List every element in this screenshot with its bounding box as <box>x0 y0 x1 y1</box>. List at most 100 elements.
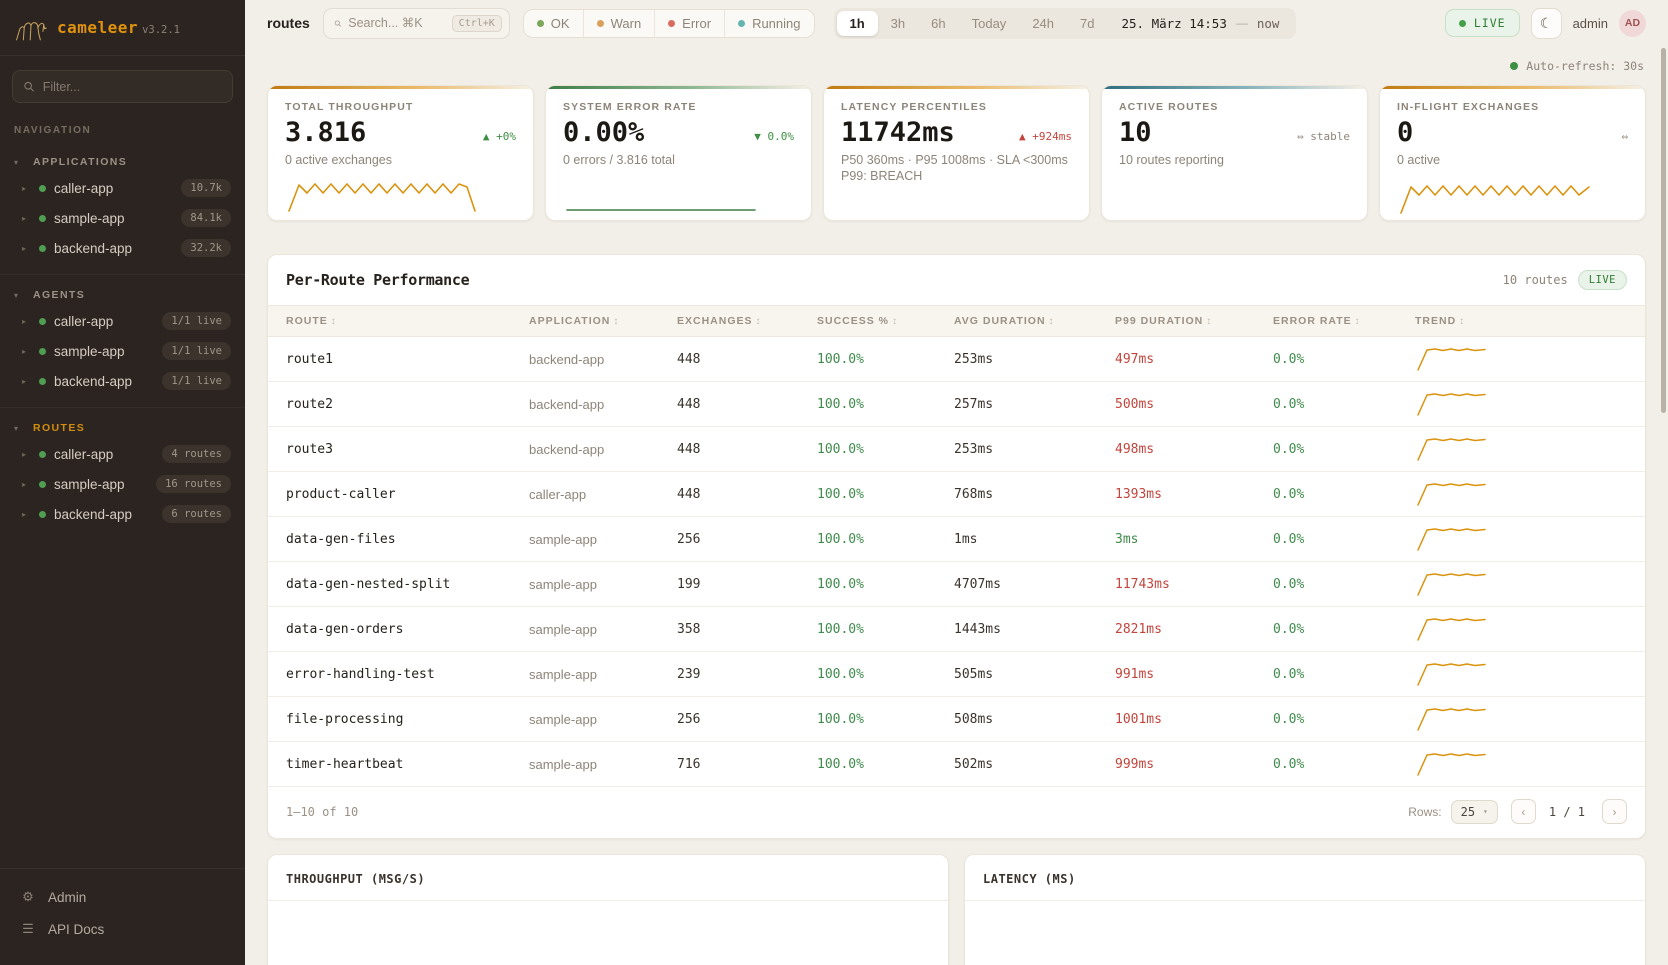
breadcrumb: routes <box>267 15 310 31</box>
refresh-dot <box>1510 62 1519 70</box>
chevron-down-icon: ▾ <box>14 290 19 300</box>
chevron-right-icon: ▸ <box>22 376 27 386</box>
error-rate-value: 0.0% <box>1273 396 1305 412</box>
item-label: backend-app <box>54 373 133 389</box>
table-row[interactable]: route2 backend-app 448 100.0% 257ms 500m… <box>268 382 1645 427</box>
auto-refresh-label: Auto-refresh: 30s <box>1526 59 1644 73</box>
table-row[interactable]: error-handling-test sample-app 239 100.0… <box>268 652 1645 697</box>
inflight-sparkline <box>1400 185 1590 214</box>
gear-icon: ⚙ <box>22 889 34 904</box>
sidebar-item-routes-backend[interactable]: ▸ backend-app 6 routes <box>8 500 237 528</box>
date-from: 25. März 14:53 <box>1121 15 1227 31</box>
application-name: backend-app <box>529 441 605 457</box>
sidebar-item-agent-caller[interactable]: ▸ caller-app 1/1 live <box>8 307 237 335</box>
success-value: 100.0% <box>817 531 864 547</box>
table-row[interactable]: timer-heartbeat sample-app 716 100.0% 50… <box>268 742 1645 787</box>
error-rate-value: 0.0% <box>1273 621 1305 637</box>
table-row[interactable]: data-gen-nested-split sample-app 199 100… <box>268 562 1645 607</box>
logo-row[interactable]: cameleer v3.2.1 <box>0 0 245 56</box>
sidebar-filter[interactable] <box>12 70 233 103</box>
sidebar-item-app-sample[interactable]: ▸ sample-app 84.1k <box>8 204 237 232</box>
panel-header: Per-Route Performance 10 routes LIVE <box>268 255 1645 305</box>
time-range-today[interactable]: Today <box>971 15 1007 31</box>
time-range-7d[interactable]: 7d <box>1080 15 1095 31</box>
filter-chip-ok[interactable]: OK <box>524 10 583 37</box>
date-range-display[interactable]: 25. März 14:53 — now <box>1107 11 1293 36</box>
application-name: sample-app <box>529 531 597 547</box>
kpi-card-error-rate[interactable]: SYSTEM ERROR RATE 0.00% ▼ 0.0% 0 errors … <box>545 85 812 221</box>
sidebar-item-agent-sample[interactable]: ▸ sample-app 1/1 live <box>8 337 237 365</box>
filter-input[interactable] <box>42 79 222 94</box>
table-row[interactable]: data-gen-files sample-app 256 100.0% 1ms… <box>268 517 1645 562</box>
sidebar-item-admin[interactable]: ⚙ Admin <box>14 881 231 913</box>
sidebar-item-api-docs[interactable]: ☰ API Docs <box>14 913 231 945</box>
kpi-card-latency-percentiles[interactable]: LATENCY PERCENTILES 11742ms ▲ +924ms P50… <box>823 85 1090 221</box>
sidebar-item-routes-sample[interactable]: ▸ sample-app 16 routes <box>8 470 237 498</box>
rows-per-page-select[interactable]: 25 ▾ <box>1450 799 1498 824</box>
filter-label: Error <box>682 15 712 31</box>
chevron-right-icon: ▸ <box>22 316 27 326</box>
next-page-button[interactable]: › <box>1602 799 1627 824</box>
exchanges-value: 358 <box>677 621 701 637</box>
section-header-routes[interactable]: ▾ ROUTES <box>8 418 237 438</box>
table-row[interactable]: product-caller caller-app 448 100.0% 768… <box>268 472 1645 517</box>
time-range-3h[interactable]: 3h <box>890 15 906 31</box>
sidebar-item-app-backend[interactable]: ▸ backend-app 32.2k <box>8 234 237 262</box>
sidebar-section-applications: ▾ APPLICATIONS ▸ caller-app 10.7k ▸ samp… <box>0 142 245 274</box>
sidebar-item-app-caller[interactable]: ▸ caller-app 10.7k <box>8 174 237 202</box>
filter-chip-warn[interactable]: Warn <box>582 9 655 37</box>
table-row[interactable]: route1 backend-app 448 100.0% 253ms 497m… <box>268 337 1645 382</box>
topbar: routes Ctrl+K OK Warn Error Ru <box>245 0 1668 45</box>
table-row[interactable]: file-processing sample-app 256 100.0% 50… <box>268 697 1645 742</box>
avg-duration-value: 1ms <box>954 531 978 547</box>
col-route[interactable]: ROUTE ↕ <box>286 315 337 327</box>
route-name: data-gen-nested-split <box>286 576 451 592</box>
col-exchanges[interactable]: EXCHANGES ↕ <box>677 315 762 327</box>
application-name: sample-app <box>529 621 597 637</box>
exchanges-value: 448 <box>677 396 701 412</box>
chevron-down-icon: ▾ <box>14 423 19 433</box>
avatar[interactable]: AD <box>1619 9 1646 37</box>
col-avg-duration[interactable]: AVG DURATION ↕ <box>954 315 1055 327</box>
kpi-card-inflight-exchanges[interactable]: IN-FLIGHT EXCHANGES 0 ⇔ 0 active <box>1379 85 1646 221</box>
col-trend[interactable]: TREND ↕ <box>1415 315 1466 327</box>
col-error-rate[interactable]: ERROR RATE ↕ <box>1273 315 1361 327</box>
live-button[interactable]: LIVE <box>1444 9 1520 37</box>
filter-chip-running[interactable]: Running <box>724 9 813 37</box>
col-application[interactable]: APPLICATION ↕ <box>529 315 620 327</box>
item-badge: 1/1 live <box>162 342 231 360</box>
sidebar-item-agent-backend[interactable]: ▸ backend-app 1/1 live <box>8 367 237 395</box>
kpi-card-active-routes[interactable]: ACTIVE ROUTES 10 ⇔ stable 10 routes repo… <box>1101 85 1368 221</box>
exchanges-value: 716 <box>677 756 701 772</box>
search-input[interactable] <box>348 16 445 30</box>
section-header-agents[interactable]: ▾ AGENTS <box>8 285 237 305</box>
col-success[interactable]: SUCCESS % ↕ <box>817 315 899 327</box>
status-filter-group: OK Warn Error Running <box>522 8 815 38</box>
p99-duration-value: 498ms <box>1115 441 1155 457</box>
section-label: ROUTES <box>33 422 86 434</box>
time-range-24h[interactable]: 24h <box>1032 15 1055 31</box>
status-dot <box>39 214 46 222</box>
time-range-1h[interactable]: 1h <box>836 10 878 36</box>
error-rate-value: 0.0% <box>1273 576 1305 592</box>
sort-icon: ↕ <box>755 316 762 327</box>
table-row[interactable]: data-gen-orders sample-app 358 100.0% 14… <box>268 607 1645 652</box>
prev-page-button[interactable]: ‹ <box>1510 799 1536 824</box>
sidebar-item-routes-caller[interactable]: ▸ caller-app 4 routes <box>8 440 237 468</box>
application-name: backend-app <box>529 351 605 367</box>
exchanges-value: 256 <box>677 531 701 547</box>
item-label: caller-app <box>54 180 114 196</box>
section-label: APPLICATIONS <box>33 156 128 168</box>
filter-chip-error[interactable]: Error <box>654 9 724 37</box>
global-search[interactable]: Ctrl+K <box>322 7 510 39</box>
table-row[interactable]: route3 backend-app 448 100.0% 253ms 498m… <box>268 427 1645 472</box>
kpi-card-total-throughput[interactable]: TOTAL THROUGHPUT 3.816 ▲ +0% 0 active ex… <box>267 85 534 221</box>
time-range-6h[interactable]: 6h <box>931 15 946 31</box>
scrollbar-thumb[interactable] <box>1661 48 1666 413</box>
item-badge: 6 routes <box>162 505 231 523</box>
col-p99-duration[interactable]: P99 DURATION ↕ <box>1115 315 1213 327</box>
section-header-applications[interactable]: ▾ APPLICATIONS <box>8 152 237 172</box>
route-name: timer-heartbeat <box>286 756 404 772</box>
theme-toggle-button[interactable]: ☾ <box>1530 7 1562 39</box>
trend-sparkline <box>1417 753 1486 776</box>
